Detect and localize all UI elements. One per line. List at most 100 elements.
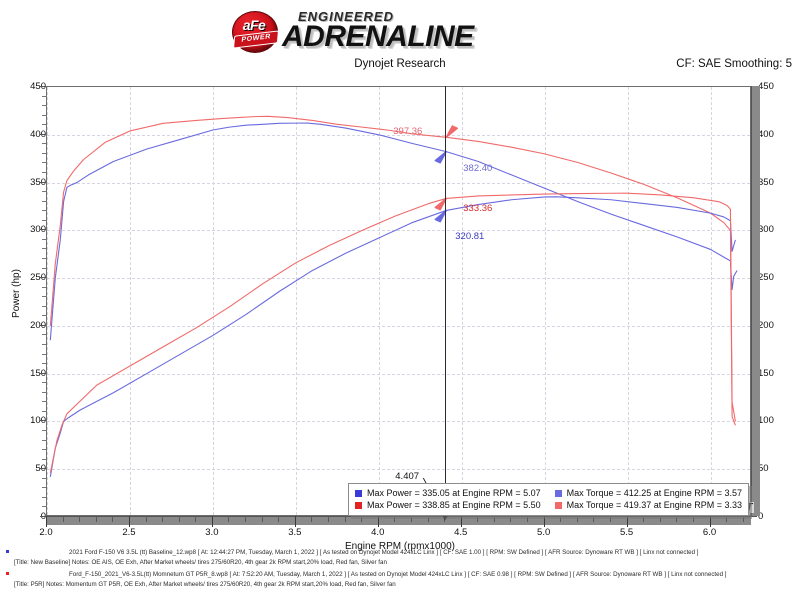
y-tick-label: 100 — [30, 415, 46, 427]
y-tick-mark — [40, 468, 46, 470]
x-minor-tick — [112, 516, 114, 522]
adrenaline-text: ADRENALINE — [282, 20, 474, 53]
gridline-vertical — [461, 87, 463, 515]
legend-row: Max Power = 338.85 at Engine RPM = 5.50 … — [355, 499, 742, 511]
brand-wordmark: ENGINEERED ADRENALINE — [282, 10, 474, 52]
annotation-baseline-torque: 382.40 — [463, 162, 493, 174]
y-minor-tick — [42, 439, 46, 441]
x-axis-bar — [46, 516, 751, 525]
legend-label: Max Torque = 419.37 at Engine RPM = 3.33 — [566, 500, 743, 510]
legend-label: Max Power = 335.05 at Engine RPM = 5.07 — [367, 488, 541, 498]
y-minor-tick — [42, 315, 46, 317]
x-minor-tick — [576, 516, 578, 522]
x-tick-label: 4.5 — [454, 527, 468, 538]
curve-baseline-torque — [49, 122, 738, 341]
y-tick-mark — [40, 181, 46, 183]
legend-item: Max Power = 338.85 at Engine RPM = 5.50 — [355, 499, 541, 511]
run-1-color-bullet — [6, 550, 9, 553]
gridline-vertical — [710, 87, 712, 515]
y-tick-label: 400 — [758, 128, 774, 140]
cf-smoothing-label: CF: SAE Smoothing: 5 — [676, 58, 792, 70]
y-minor-tick — [42, 353, 46, 355]
torque-axis-strip — [751, 86, 760, 516]
afe-power-logo-icon: aFe POWER — [232, 11, 279, 53]
x-minor-tick — [742, 516, 744, 522]
x-minor-tick — [195, 516, 197, 522]
x-tick-mark — [626, 516, 628, 527]
gridline-vertical — [129, 87, 131, 515]
legend-item: Max Torque = 419.37 at Engine RPM = 3.33 — [554, 499, 743, 511]
y-minor-tick — [42, 172, 46, 173]
y-minor-tick — [42, 200, 46, 202]
x-minor-tick — [560, 516, 562, 522]
gridline-vertical — [212, 87, 214, 515]
gridline-horizontal — [47, 421, 750, 423]
y-minor-tick — [42, 487, 46, 489]
y-minor-tick — [42, 219, 46, 221]
run-caption-block: 2021 Ford F-150 V6 3.5L (tt) Baseline_12… — [0, 548, 800, 600]
x-minor-tick — [62, 516, 64, 522]
y-tick-label: 0 — [758, 511, 764, 522]
gridline-horizontal — [47, 230, 750, 232]
y-tick-mark — [40, 516, 46, 517]
y-minor-tick — [42, 334, 46, 336]
annotation-arrow — [434, 150, 447, 164]
x-tick-label: 3.0 — [205, 527, 219, 538]
page-header: aFe POWER ENGINEERED ADRENALINE Dynojet … — [0, 0, 800, 78]
y-tick-label: 100 — [758, 415, 774, 427]
x-tick-label: 5.0 — [537, 527, 551, 538]
x-minor-tick — [726, 516, 728, 522]
y-minor-tick — [42, 105, 46, 107]
x-minor-tick — [394, 516, 396, 522]
cursor-line[interactable] — [445, 86, 447, 516]
y-minor-tick — [42, 477, 46, 479]
x-tick-mark — [709, 516, 711, 527]
y-tick-label: 300 — [758, 224, 774, 236]
x-tick-mark — [294, 516, 296, 527]
x-tick-label: 5.5 — [619, 527, 634, 538]
y-tick-mark — [40, 372, 46, 374]
x-minor-tick — [228, 516, 230, 522]
curve-momentum-gt-power — [49, 192, 736, 474]
curve-baseline-power — [49, 196, 736, 477]
y-tick-mark — [40, 133, 46, 135]
afe-logo-text: aFe — [242, 17, 266, 33]
legend-swatch-blue-power — [355, 489, 362, 497]
x-minor-tick — [79, 516, 81, 522]
x-minor-tick — [610, 516, 611, 522]
engineered-text: ENGINEERED — [298, 9, 394, 24]
y-minor-tick — [42, 363, 46, 365]
x-tick-mark — [543, 516, 545, 527]
x-minor-tick — [527, 516, 529, 522]
y-tick-mark — [40, 420, 46, 422]
legend-label: Max Power = 338.85 at Engine RPM = 5.50 — [367, 500, 541, 510]
x-tick-mark — [460, 516, 462, 527]
gridline-horizontal — [47, 325, 750, 327]
gridline-vertical — [544, 87, 546, 515]
x-tick-mark — [128, 516, 130, 527]
gridline-vertical — [295, 87, 297, 515]
y-tick-mark — [40, 324, 46, 326]
chart-legend: Max Power = 335.05 at Engine RPM = 5.07 … — [348, 483, 750, 516]
x-minor-tick — [510, 516, 512, 522]
y-minor-tick — [42, 391, 46, 393]
x-minor-tick — [344, 516, 346, 522]
x-minor-tick — [311, 516, 313, 522]
plot-area — [46, 86, 751, 516]
gridline-horizontal — [47, 373, 750, 375]
legend-label: Max Torque = 412.25 at Engine RPM = 3.57 — [566, 488, 743, 498]
x-tick-mark — [211, 516, 213, 527]
y-tick-label: 50 — [758, 463, 769, 475]
y-minor-tick — [42, 258, 46, 259]
gridline-horizontal — [47, 134, 750, 136]
y-tick-label: 450 — [758, 81, 774, 92]
x-minor-tick — [477, 516, 479, 522]
x-minor-tick — [245, 516, 247, 522]
y-minor-tick — [42, 506, 46, 508]
y-minor-tick — [42, 286, 46, 288]
x-minor-tick — [361, 516, 363, 522]
x-tick-label: 2.0 — [39, 527, 53, 538]
y-tick-label: 350 — [30, 176, 46, 188]
y-minor-tick — [42, 449, 46, 451]
